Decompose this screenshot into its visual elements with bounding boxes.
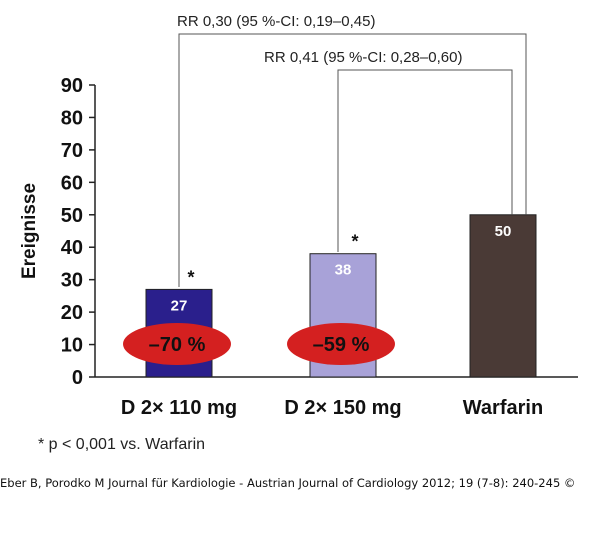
reduction-label: –70 % — [149, 334, 206, 356]
y-tick-label: 10 — [61, 335, 83, 357]
footnote: * p < 0,001 vs. Warfarin — [38, 436, 206, 453]
y-axis-title: Ereignisse — [19, 183, 40, 279]
bar-chart: 0 10 20 30 40 50 60 70 80 90 Ereignisse RR 0,30 (9… — [19, 13, 578, 419]
significance-mark: * — [351, 232, 358, 252]
y-tick-label: 70 — [61, 140, 83, 162]
reduction-label: –59 % — [313, 334, 370, 356]
comparison-bracket — [337, 69, 513, 252]
y-tick-label: 50 — [61, 205, 83, 227]
y-tick-label: 90 — [61, 75, 83, 97]
bar-value-label: 27 — [171, 297, 188, 314]
y-tick-label: 40 — [61, 237, 83, 259]
comparison-label: RR 0,41 (95 %-CI: 0,28–0,60) — [264, 49, 462, 66]
y-tick-label: 60 — [61, 172, 83, 194]
x-category-label: Warfarin — [463, 397, 543, 419]
reduction-ellipse — [287, 323, 395, 365]
bar-value-label: 50 — [495, 223, 512, 240]
comparison-bracket — [178, 33, 527, 287]
reduction-ellipse — [123, 323, 231, 365]
bar-value-label: 38 — [335, 262, 352, 279]
comparison-label: RR 0,30 (95 %-CI: 0,19–0,45) — [177, 13, 375, 30]
y-tick-label: 20 — [61, 302, 83, 324]
citation: Eber B, Porodko M Journal für Kardiologi… — [0, 476, 576, 490]
significance-mark: * — [187, 267, 194, 287]
bar — [469, 214, 537, 378]
axes: 0 10 20 30 40 50 60 70 80 90 Ereignisse — [19, 75, 578, 389]
x-category-label: D 2× 150 mg — [284, 397, 401, 419]
labels: 27 * D 2× 110 mg 38 * D 2× 150 mg 50 Warfarin –7… — [121, 223, 543, 419]
x-category-label: D 2× 110 mg — [121, 397, 237, 419]
y-tick-label: 80 — [61, 107, 83, 129]
y-tick-label: 0 — [72, 367, 83, 389]
comparison-brackets: RR 0,30 (95 %-CI: 0,19–0,45) RR 0,41 (95 … — [177, 13, 527, 287]
y-tick-label: 30 — [61, 270, 83, 292]
